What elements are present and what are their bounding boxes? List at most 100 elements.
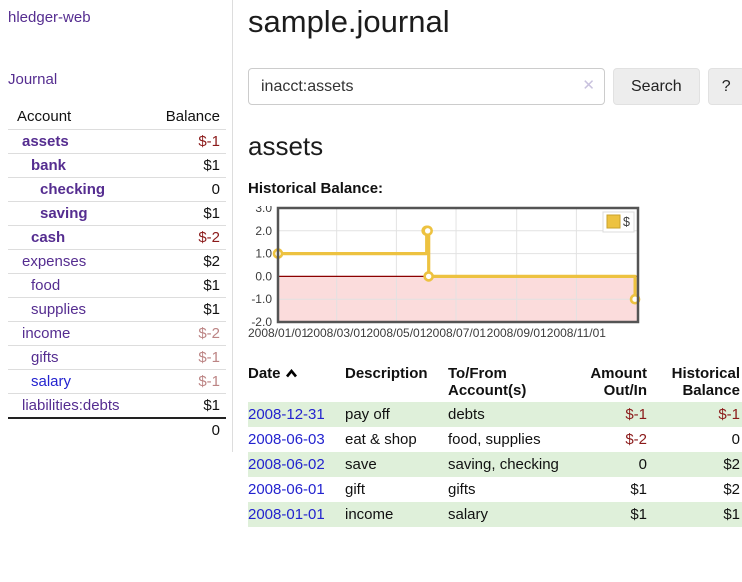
chart-title: Historical Balance: <box>248 180 384 197</box>
x-tick-label: 2008/09/01 <box>487 326 547 340</box>
balance-chart-svg: 3.0 2.0 1.0 0.0 -1.0 -2.02008/01/012008/03/01… <box>248 201 641 340</box>
account-balance: $1 <box>143 153 226 178</box>
account-balance: 0 <box>143 177 226 202</box>
y-tick-label: 2.0 <box>255 224 272 238</box>
transaction-description: gift <box>345 481 366 498</box>
register-header-row: Date Description To/From Account(s) Amou… <box>248 362 742 402</box>
x-tick-label: 2008/01/01 <box>248 326 308 340</box>
transaction-accounts: debts <box>448 406 485 423</box>
data-point-marker <box>422 225 433 237</box>
register-header-description: Description <box>345 365 428 382</box>
page: hledger-web Journal Account Balance asse… <box>0 0 742 527</box>
register-header-date[interactable]: Date <box>248 362 345 402</box>
transaction-accounts: saving, checking <box>448 456 559 473</box>
x-tick-label: 2008/11/01 <box>547 326 606 340</box>
search-input[interactable] <box>248 68 605 105</box>
transaction-date-link[interactable]: 2008-06-03 <box>248 431 325 448</box>
account-link-cash[interactable]: cash <box>31 228 66 246</box>
balance-chart: 3.0 2.0 1.0 0.0 -1.0 -2.0 2008/01/01 2008/03/01… <box>248 201 742 346</box>
account-link-food[interactable]: food <box>31 276 61 294</box>
y-tick-label: -2.0 <box>251 315 272 329</box>
account-balance: $-2 <box>143 321 226 346</box>
account-heading: assets <box>248 131 324 161</box>
account-row: assets $-1 <box>8 129 226 154</box>
account-row: expenses $2 <box>8 249 226 274</box>
search-input-wrap: ✕ <box>248 68 605 105</box>
transaction-amount: $-2 <box>625 431 647 448</box>
account-row: income $-2 <box>8 321 226 346</box>
transaction-description: eat & shop <box>345 431 417 448</box>
account-link-saving[interactable]: saving <box>40 204 88 222</box>
account-row: supplies $1 <box>8 297 226 322</box>
account-balance: $-1 <box>143 369 226 394</box>
transaction-accounts: salary <box>448 506 489 523</box>
accounts-total-value: 0 <box>143 416 226 442</box>
account-row: salary $-1 <box>8 369 226 394</box>
transaction-balance: $1 <box>723 506 740 523</box>
account-balance: $-1 <box>143 345 226 370</box>
transaction-description: pay off <box>345 406 390 423</box>
account-balance: $1 <box>143 201 226 226</box>
account-balance: $1 <box>143 297 226 322</box>
data-point-marker <box>423 271 434 282</box>
accounts-header-row: Account Balance <box>8 105 226 130</box>
account-link-assets[interactable]: assets <box>22 132 69 150</box>
app-title-link[interactable]: hledger-web <box>8 9 91 26</box>
account-link-checking[interactable]: checking <box>40 180 106 198</box>
transaction-balance: 0 <box>731 431 740 448</box>
journal-link[interactable]: Journal <box>8 71 58 88</box>
register-row: 2008-06-01 gift gifts $1 $2 <box>248 477 742 502</box>
account-link-liabilities-debts[interactable]: liabilities:debts <box>22 396 120 414</box>
app-title: hledger-web <box>8 9 232 26</box>
transaction-accounts: gifts <box>448 481 476 498</box>
transaction-description: income <box>345 506 394 523</box>
transaction-amount: $1 <box>630 481 647 498</box>
register-header-accounts: To/From Account(s) <box>448 365 527 399</box>
transaction-amount: 0 <box>638 456 647 473</box>
plot-border <box>276 206 640 324</box>
account-balance: $1 <box>143 273 226 298</box>
register-table: Date Description To/From Account(s) Amou… <box>248 362 742 527</box>
register-row: 2008-12-31 pay off debts $-1 $-1 <box>248 402 742 427</box>
sidebar: hledger-web Journal Account Balance asse… <box>0 0 233 452</box>
transaction-balance: $-1 <box>718 406 740 423</box>
account-balance: $1 <box>143 393 226 418</box>
register-row: 2008-01-01 income salary $1 $1 <box>248 502 742 527</box>
account-row: gifts $-1 <box>8 345 226 370</box>
transaction-date-link[interactable]: 2008-06-02 <box>248 456 325 473</box>
account-link-bank[interactable]: bank <box>31 156 67 174</box>
transaction-amount: $-1 <box>625 406 647 423</box>
search-button[interactable]: Search <box>613 68 700 105</box>
account-link-income[interactable]: income <box>22 324 71 342</box>
transaction-date-link[interactable]: 2008-06-01 <box>248 481 325 498</box>
register-header-amount: Amount Out/In <box>590 365 647 399</box>
page-title: sample.journal <box>248 4 450 39</box>
account-row: liabilities:debts $1 <box>8 393 226 418</box>
account-link-gifts[interactable]: gifts <box>31 348 59 366</box>
accounts-total-row: 0 <box>8 416 226 442</box>
transaction-accounts: food, supplies <box>448 431 541 448</box>
sidebar-item-journal: Journal <box>8 71 232 88</box>
y-tick-label: 3.0 <box>255 206 272 215</box>
account-link-supplies[interactable]: supplies <box>31 300 87 318</box>
account-row: checking 0 <box>8 177 226 202</box>
account-row: food $1 <box>8 273 226 298</box>
accounts-tbody: assets $-1 bank $1 checking 0 saving $1 cash $-2 e… <box>8 129 226 418</box>
transaction-date-link[interactable]: 2008-12-31 <box>248 406 325 423</box>
account-balance: $-2 <box>143 225 226 250</box>
account-balance: $-1 <box>143 129 226 154</box>
account-row: saving $1 <box>8 201 226 226</box>
y-tick-label: 0.0 <box>255 269 272 283</box>
y-tick-label: 1.0 <box>255 247 272 261</box>
clear-search-icon[interactable]: ✕ <box>582 77 595 94</box>
help-button[interactable]: ? <box>707 68 742 105</box>
register-tbody: 2008-12-31 pay off debts $-1 $-1 2008-06-03 ea… <box>248 402 742 527</box>
account-link-expenses[interactable]: expenses <box>22 252 87 270</box>
account-link-salary[interactable]: salary <box>31 372 72 390</box>
account-row: bank $1 <box>8 153 226 178</box>
transaction-date-link[interactable]: 2008-01-01 <box>248 506 325 523</box>
search-bar: ✕ Search ? <box>248 68 742 105</box>
accounts-table: Account Balance assets $-1 bank $1 checking 0… <box>8 105 226 442</box>
register-header-balance: Historical Balance <box>671 365 740 399</box>
account-row: cash $-2 <box>8 225 226 250</box>
